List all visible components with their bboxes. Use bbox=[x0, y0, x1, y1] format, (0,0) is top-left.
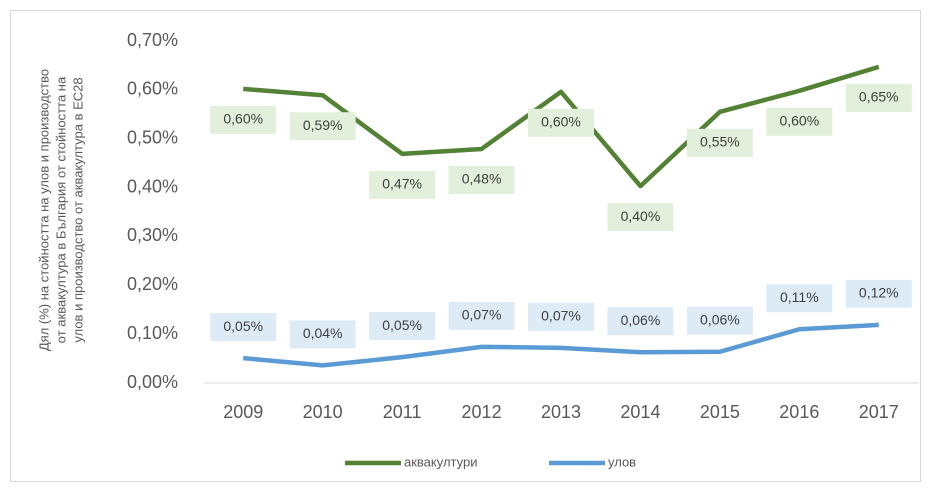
value-label: 0,04% bbox=[303, 325, 343, 341]
chart-frame bbox=[10, 10, 921, 482]
value-label-bg bbox=[607, 203, 674, 232]
legend-label: улов bbox=[608, 454, 636, 469]
value-label-bg bbox=[448, 301, 515, 330]
y-axis-title: Дял (%) на стойността на улов и производ… bbox=[36, 69, 85, 351]
value-label: 0,11% bbox=[780, 289, 819, 305]
value-label: 0,47% bbox=[382, 176, 422, 192]
legend-label: аквакултури bbox=[404, 454, 478, 469]
y-tick-label: 0,20% bbox=[127, 274, 178, 294]
value-label-bg bbox=[289, 320, 356, 349]
y-tick-label: 0,40% bbox=[127, 176, 178, 196]
value-label-bg bbox=[210, 313, 277, 342]
series-line bbox=[243, 322, 879, 368]
value-label: 0,40% bbox=[621, 208, 661, 224]
x-tick-label: 2015 bbox=[700, 402, 740, 422]
value-label: 0,06% bbox=[621, 312, 661, 328]
value-label: 0,60% bbox=[541, 114, 581, 130]
value-label-bg bbox=[369, 312, 436, 341]
value-label: 0,48% bbox=[462, 171, 502, 187]
value-label: 0,12% bbox=[859, 285, 899, 301]
x-tick-label: 2012 bbox=[462, 402, 502, 422]
x-tick-label: 2009 bbox=[223, 402, 263, 422]
value-label-bg bbox=[289, 112, 356, 141]
y-tick-label: 0,30% bbox=[127, 225, 178, 245]
y-tick-label: 0,70% bbox=[127, 30, 178, 50]
x-tick-label: 2016 bbox=[779, 402, 819, 422]
y-tick-label: 0,50% bbox=[127, 127, 178, 147]
value-label-bg bbox=[845, 279, 912, 308]
value-label: 0,59% bbox=[303, 117, 343, 133]
y-axis-title-line: улов и производство от аквакултура в ЕС2… bbox=[70, 77, 85, 342]
x-tick-label: 2010 bbox=[303, 402, 343, 422]
value-label-bg bbox=[686, 128, 753, 157]
value-label-bg bbox=[686, 306, 753, 335]
value-label: 0,07% bbox=[462, 307, 502, 323]
value-label: 0,60% bbox=[779, 113, 819, 129]
value-label-bg bbox=[210, 105, 277, 134]
y-tick-label: 0,10% bbox=[127, 323, 178, 343]
x-tick-label: 2014 bbox=[620, 402, 660, 422]
value-label: 0,05% bbox=[382, 317, 422, 333]
value-label-bg bbox=[766, 284, 833, 313]
y-tick-label: 0,00% bbox=[127, 372, 178, 392]
y-tick-label: 0,60% bbox=[127, 79, 178, 99]
y-axis-title-line: от аквакултура в България от стойността … bbox=[53, 76, 68, 343]
value-label-bg bbox=[607, 307, 674, 336]
value-label: 0,06% bbox=[700, 311, 740, 327]
value-label: 0,55% bbox=[700, 134, 740, 150]
value-label-bg bbox=[766, 107, 833, 136]
x-tick-label: 2017 bbox=[859, 402, 899, 422]
value-label: 0,65% bbox=[859, 89, 899, 105]
value-label-bg bbox=[448, 165, 515, 194]
value-label-bg bbox=[369, 170, 436, 199]
value-label: 0,05% bbox=[223, 318, 263, 334]
value-label-bg bbox=[528, 108, 594, 137]
value-label-bg bbox=[528, 302, 594, 331]
value-label: 0,07% bbox=[541, 308, 581, 324]
value-label-bg bbox=[845, 83, 912, 112]
x-tick-label: 2013 bbox=[541, 402, 581, 422]
y-axis-title-line: Дял (%) на стойността на улов и производ… bbox=[36, 69, 51, 351]
x-tick-label: 2011 bbox=[383, 402, 422, 422]
value-label: 0,60% bbox=[223, 111, 263, 127]
